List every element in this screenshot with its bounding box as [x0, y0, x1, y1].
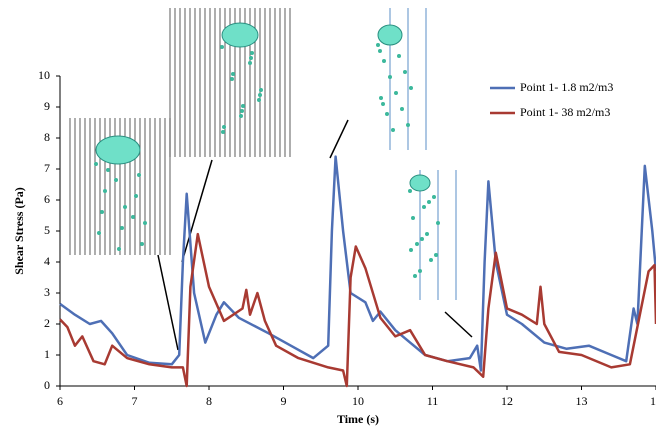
jellyfish-particle: [385, 112, 389, 116]
y-tick-label: 8: [44, 130, 50, 144]
jellyfish-particle: [143, 221, 147, 225]
jellyfish-particle: [240, 109, 244, 113]
jellyfish-particle: [114, 178, 118, 182]
y-tick-label: 6: [44, 192, 50, 206]
y-tick-label: 1: [44, 347, 50, 361]
jellyfish-particle: [391, 128, 395, 132]
jellyfish-particle: [220, 45, 224, 49]
y-tick-label: 0: [44, 378, 50, 392]
jellyfish-particle: [97, 231, 101, 235]
line-series: [59, 232, 656, 388]
jellyfish-particle: [413, 274, 417, 278]
jellyfish-particle: [376, 43, 380, 47]
jellyfish-particle: [117, 247, 121, 251]
x-tick-label: 6: [57, 394, 63, 408]
x-tick-label: 9: [281, 394, 287, 408]
y-tick-label: 3: [44, 285, 50, 299]
connector-lines: [157, 119, 473, 351]
jellyfish-particle: [403, 70, 407, 74]
x-tick-label: 12: [501, 394, 513, 408]
jellyfish-particle: [429, 258, 433, 262]
jellyfish-particle: [411, 216, 415, 220]
jellyfish-particle: [106, 168, 110, 172]
x-tick-label: 10: [352, 394, 364, 408]
y-tick-label: 2: [44, 316, 50, 330]
jellyfish-particle: [137, 173, 141, 177]
jellyfish-particle: [123, 205, 127, 209]
y-tick-label: 5: [44, 223, 50, 237]
jellyfish-particle: [249, 56, 253, 60]
jellyfish-particle: [432, 195, 436, 199]
jellyfish-particle: [100, 210, 104, 214]
jellyfish-particle: [434, 253, 438, 257]
jellyfish-particle: [420, 237, 424, 241]
jellyfish-particle: [103, 189, 107, 193]
legend-label: Point 1- 1.8 m2/m3: [520, 80, 613, 94]
y-tick-label: 4: [44, 254, 50, 268]
connector: [157, 254, 179, 351]
legend-label: Point 1- 38 m2/m3: [520, 105, 610, 119]
jellyfish-particle: [140, 242, 144, 246]
jellyfish-particle: [388, 75, 392, 79]
x-tick-label: 13: [576, 394, 588, 408]
jellyfish-particle: [239, 114, 243, 118]
jellyfish-particle: [131, 215, 135, 219]
jellyfish-particle: [241, 104, 245, 108]
jellyfish-particle: [425, 232, 429, 236]
jellyfish-particle: [222, 125, 226, 129]
jellyfish-particle: [409, 86, 413, 90]
jellyfish-particle: [397, 54, 401, 58]
jellyfish-particle: [250, 51, 254, 55]
jellyfish-particle: [394, 91, 398, 95]
jellyfish-particle: [257, 98, 261, 102]
jellyfish-particle: [381, 102, 385, 106]
jellyfish-particle: [409, 248, 413, 252]
jellyfish-particle: [259, 88, 263, 92]
jellyfish-particle: [221, 130, 225, 134]
jellyfish-particle: [258, 93, 262, 97]
y-tick-label: 10: [38, 68, 50, 82]
x-axis-label: Time (s): [337, 412, 379, 426]
jellyfish-particle: [415, 242, 419, 246]
jellyfish-particle: [94, 162, 98, 166]
connector: [444, 311, 473, 338]
jellyfish-particle: [422, 205, 426, 209]
inset-images: [69, 8, 457, 300]
jellyfish-particle: [230, 77, 234, 81]
y-tick-label: 7: [44, 161, 50, 175]
jellyfish-particle: [418, 269, 422, 273]
connector: [329, 119, 349, 159]
jellyfish-particle: [248, 61, 252, 65]
line-series: [59, 155, 656, 372]
jellyfish-particle: [408, 189, 412, 193]
x-tick-label: 11: [427, 394, 439, 408]
jellyfish-particle: [378, 49, 382, 53]
jellyfish-particle: [400, 107, 404, 111]
connector: [181, 159, 213, 263]
jellyfish-particle: [231, 72, 235, 76]
jellyfish-bell: [377, 24, 403, 46]
jellyfish-particle: [382, 59, 386, 63]
jellyfish-particle: [427, 200, 431, 204]
y-axis-label: Shear Stress (Pa): [12, 187, 26, 275]
jellyfish-bell: [221, 22, 259, 48]
jellyfish-particle: [379, 96, 383, 100]
y-tick-label: 9: [44, 99, 50, 113]
x-tick-label: 8: [206, 394, 212, 408]
jellyfish-particle: [120, 226, 124, 230]
jellyfish-bell: [95, 135, 141, 165]
jellyfish-particle: [134, 194, 138, 198]
x-tick-label: 1: [650, 394, 656, 408]
jellyfish-particle: [406, 123, 410, 127]
x-tick-label: 7: [132, 394, 138, 408]
jellyfish-bell: [409, 174, 431, 192]
jellyfish-particle: [436, 221, 440, 225]
